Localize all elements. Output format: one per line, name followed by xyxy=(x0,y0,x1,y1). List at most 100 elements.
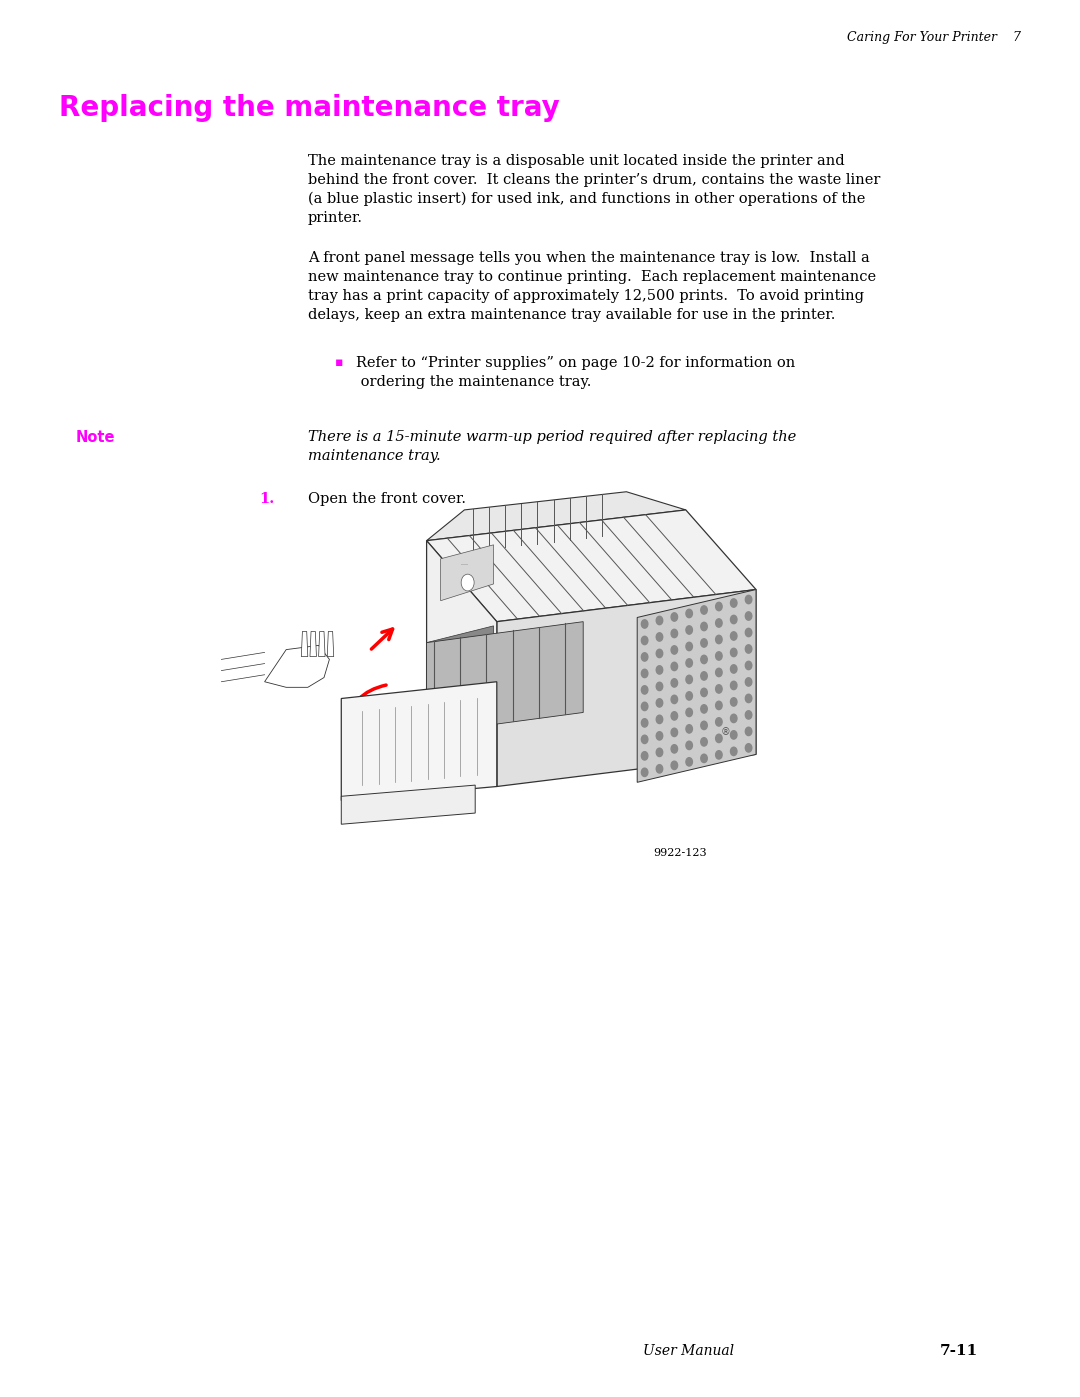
Circle shape xyxy=(671,662,677,671)
Text: A front panel message tells you when the maintenance tray is low.  Install a
new: A front panel message tells you when the… xyxy=(308,251,876,323)
Circle shape xyxy=(657,732,663,740)
Polygon shape xyxy=(341,785,475,824)
Text: ▪: ▪ xyxy=(335,356,343,369)
Circle shape xyxy=(686,675,692,683)
Circle shape xyxy=(730,599,737,608)
Circle shape xyxy=(716,668,723,676)
Circle shape xyxy=(642,669,648,678)
Polygon shape xyxy=(265,645,329,687)
Text: The maintenance tray is a disposable unit located inside the printer and
behind : The maintenance tray is a disposable uni… xyxy=(308,154,880,225)
Polygon shape xyxy=(327,631,334,657)
Text: Caring For Your Printer    7: Caring For Your Printer 7 xyxy=(847,31,1021,43)
Polygon shape xyxy=(441,545,494,601)
Polygon shape xyxy=(637,590,756,782)
Circle shape xyxy=(730,731,737,739)
Circle shape xyxy=(657,666,663,675)
Polygon shape xyxy=(427,622,583,733)
Circle shape xyxy=(642,752,648,760)
Circle shape xyxy=(716,636,723,644)
Circle shape xyxy=(745,728,752,736)
Polygon shape xyxy=(427,541,497,787)
Circle shape xyxy=(686,626,692,634)
Circle shape xyxy=(730,648,737,657)
Text: 7-11: 7-11 xyxy=(940,1344,977,1358)
Circle shape xyxy=(745,612,752,620)
Circle shape xyxy=(671,629,677,637)
Circle shape xyxy=(642,652,648,661)
Circle shape xyxy=(686,742,692,750)
Circle shape xyxy=(716,652,723,661)
Circle shape xyxy=(686,692,692,700)
Circle shape xyxy=(701,606,707,615)
Circle shape xyxy=(730,697,737,705)
Circle shape xyxy=(642,620,648,629)
Text: 9922-123: 9922-123 xyxy=(653,848,707,858)
Circle shape xyxy=(745,743,752,752)
Text: Refer to “Printer supplies” on page 10-2 for information on
 ordering the mainte: Refer to “Printer supplies” on page 10-2… xyxy=(356,356,796,390)
Circle shape xyxy=(686,757,692,766)
Circle shape xyxy=(730,682,737,690)
Circle shape xyxy=(716,750,723,759)
Circle shape xyxy=(671,745,677,753)
Circle shape xyxy=(642,636,648,644)
Circle shape xyxy=(671,761,677,770)
Circle shape xyxy=(730,665,737,673)
Circle shape xyxy=(671,645,677,654)
Text: User Manual: User Manual xyxy=(643,1344,733,1358)
Circle shape xyxy=(716,701,723,710)
Text: ®: ® xyxy=(720,726,731,738)
Polygon shape xyxy=(427,492,686,541)
Circle shape xyxy=(730,631,737,640)
Circle shape xyxy=(745,595,752,604)
Circle shape xyxy=(701,738,707,746)
Circle shape xyxy=(657,715,663,724)
Circle shape xyxy=(686,643,692,651)
Text: 1.: 1. xyxy=(259,492,274,506)
Circle shape xyxy=(730,747,737,756)
Circle shape xyxy=(671,679,677,687)
Polygon shape xyxy=(341,682,497,800)
Circle shape xyxy=(701,721,707,729)
Circle shape xyxy=(671,711,677,719)
Circle shape xyxy=(686,609,692,617)
Circle shape xyxy=(716,602,723,610)
Text: Open the front cover.: Open the front cover. xyxy=(308,492,465,506)
Circle shape xyxy=(730,714,737,722)
Circle shape xyxy=(745,661,752,669)
Circle shape xyxy=(657,633,663,641)
Circle shape xyxy=(642,703,648,711)
Circle shape xyxy=(642,686,648,694)
Circle shape xyxy=(745,694,752,703)
Text: ----: ---- xyxy=(460,562,469,567)
Circle shape xyxy=(716,735,723,743)
Circle shape xyxy=(745,645,752,654)
Circle shape xyxy=(671,613,677,622)
Circle shape xyxy=(686,659,692,668)
Circle shape xyxy=(686,708,692,717)
Circle shape xyxy=(671,696,677,704)
Polygon shape xyxy=(427,510,756,622)
Polygon shape xyxy=(310,631,316,657)
Circle shape xyxy=(657,616,663,624)
Circle shape xyxy=(716,718,723,726)
Circle shape xyxy=(745,629,752,637)
Circle shape xyxy=(745,678,752,686)
Circle shape xyxy=(716,685,723,693)
Text: There is a 15-minute warm-up period required after replacing the
maintenance tra: There is a 15-minute warm-up period requ… xyxy=(308,430,796,464)
Circle shape xyxy=(701,754,707,763)
Circle shape xyxy=(701,622,707,630)
Circle shape xyxy=(686,725,692,733)
Polygon shape xyxy=(427,626,494,715)
Text: Note: Note xyxy=(76,430,116,446)
Circle shape xyxy=(461,574,474,591)
Circle shape xyxy=(701,655,707,664)
Circle shape xyxy=(701,672,707,680)
Circle shape xyxy=(701,704,707,712)
Polygon shape xyxy=(301,631,308,657)
Circle shape xyxy=(642,768,648,777)
Circle shape xyxy=(657,682,663,690)
Circle shape xyxy=(657,698,663,707)
Circle shape xyxy=(657,749,663,757)
Circle shape xyxy=(716,619,723,627)
Circle shape xyxy=(642,718,648,726)
